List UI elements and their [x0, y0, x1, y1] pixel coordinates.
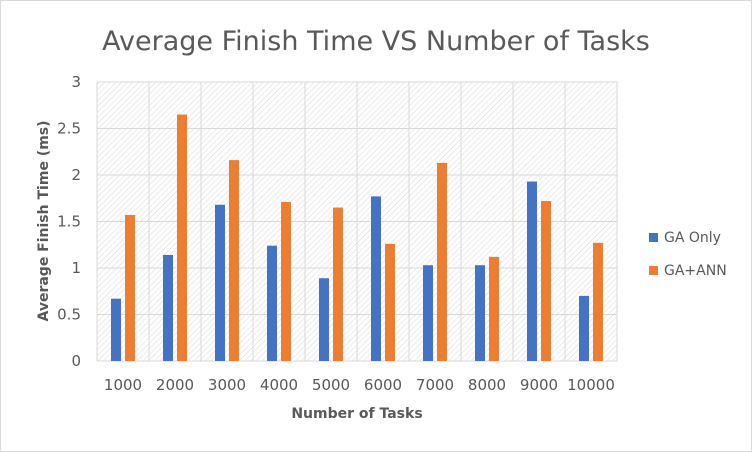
bar-ga-only-9000 — [527, 181, 537, 361]
bar-ga-only-5000 — [319, 278, 329, 361]
legend-swatch — [649, 266, 658, 275]
bar-ga-only-4000 — [267, 245, 277, 361]
bars — [111, 114, 603, 361]
legend-swatch — [649, 233, 658, 242]
bar-ga-only-7000 — [423, 265, 433, 361]
bar-ga-ann-4000 — [281, 201, 291, 361]
x-tick-label: 5000 — [312, 376, 350, 394]
bar-ga-ann-2000 — [177, 114, 187, 361]
x-tick-label: 1000 — [104, 376, 142, 394]
y-tick-label: 0 — [71, 352, 81, 370]
y-axis-ticks: 0 0.5 1 1.5 2 2.5 3 — [57, 73, 81, 370]
x-tick-label: 2000 — [156, 376, 194, 394]
bar-ga-only-8000 — [475, 265, 485, 361]
x-axis-ticks: 1000 2000 3000 4000 5000 6000 7000 8000 9000 1000… — [104, 376, 615, 394]
bar-ga-ann-3000 — [229, 160, 239, 361]
bar-ga-only-1000 — [111, 298, 121, 361]
bar-ga-ann-8000 — [489, 256, 499, 361]
bar-ga-only-3000 — [215, 204, 225, 361]
y-tick-label: 2.5 — [57, 120, 81, 138]
x-tick-label: 6000 — [364, 376, 402, 394]
y-tick-label: 1.5 — [57, 213, 81, 231]
bar-ga-ann-6000 — [385, 243, 395, 361]
y-tick-label: 3 — [71, 73, 81, 91]
bar-ga-only-2000 — [163, 254, 173, 361]
legend-label: GA Only — [664, 230, 721, 246]
x-tick-label: 8000 — [468, 376, 506, 394]
bar-ga-only-6000 — [371, 196, 381, 361]
legend: GA Only GA+ANN — [649, 230, 727, 279]
bar-ga-ann-7000 — [437, 162, 447, 361]
x-tick-label: 7000 — [416, 376, 454, 394]
legend-label: GA+ANN — [664, 263, 727, 279]
bar-ga-ann-10000 — [593, 242, 603, 361]
bar-ga-ann-1000 — [125, 214, 135, 361]
x-axis-title: Number of Tasks — [291, 406, 422, 422]
x-tick-label: 4000 — [260, 376, 298, 394]
y-tick-label: 0.5 — [57, 306, 81, 324]
y-tick-label: 1 — [71, 259, 81, 277]
x-tick-label: 3000 — [208, 376, 246, 394]
y-tick-label: 2 — [71, 166, 81, 184]
bar-ga-ann-5000 — [333, 207, 343, 361]
x-tick-label: 10000 — [567, 376, 615, 394]
y-axis-title: Average Finish Time (ms) — [36, 120, 52, 321]
chart-title: Average Finish Time VS Number of Tasks — [102, 26, 650, 57]
bar-ga-ann-9000 — [541, 201, 551, 361]
bar-ga-only-10000 — [579, 295, 589, 361]
x-tick-label: 9000 — [520, 376, 558, 394]
